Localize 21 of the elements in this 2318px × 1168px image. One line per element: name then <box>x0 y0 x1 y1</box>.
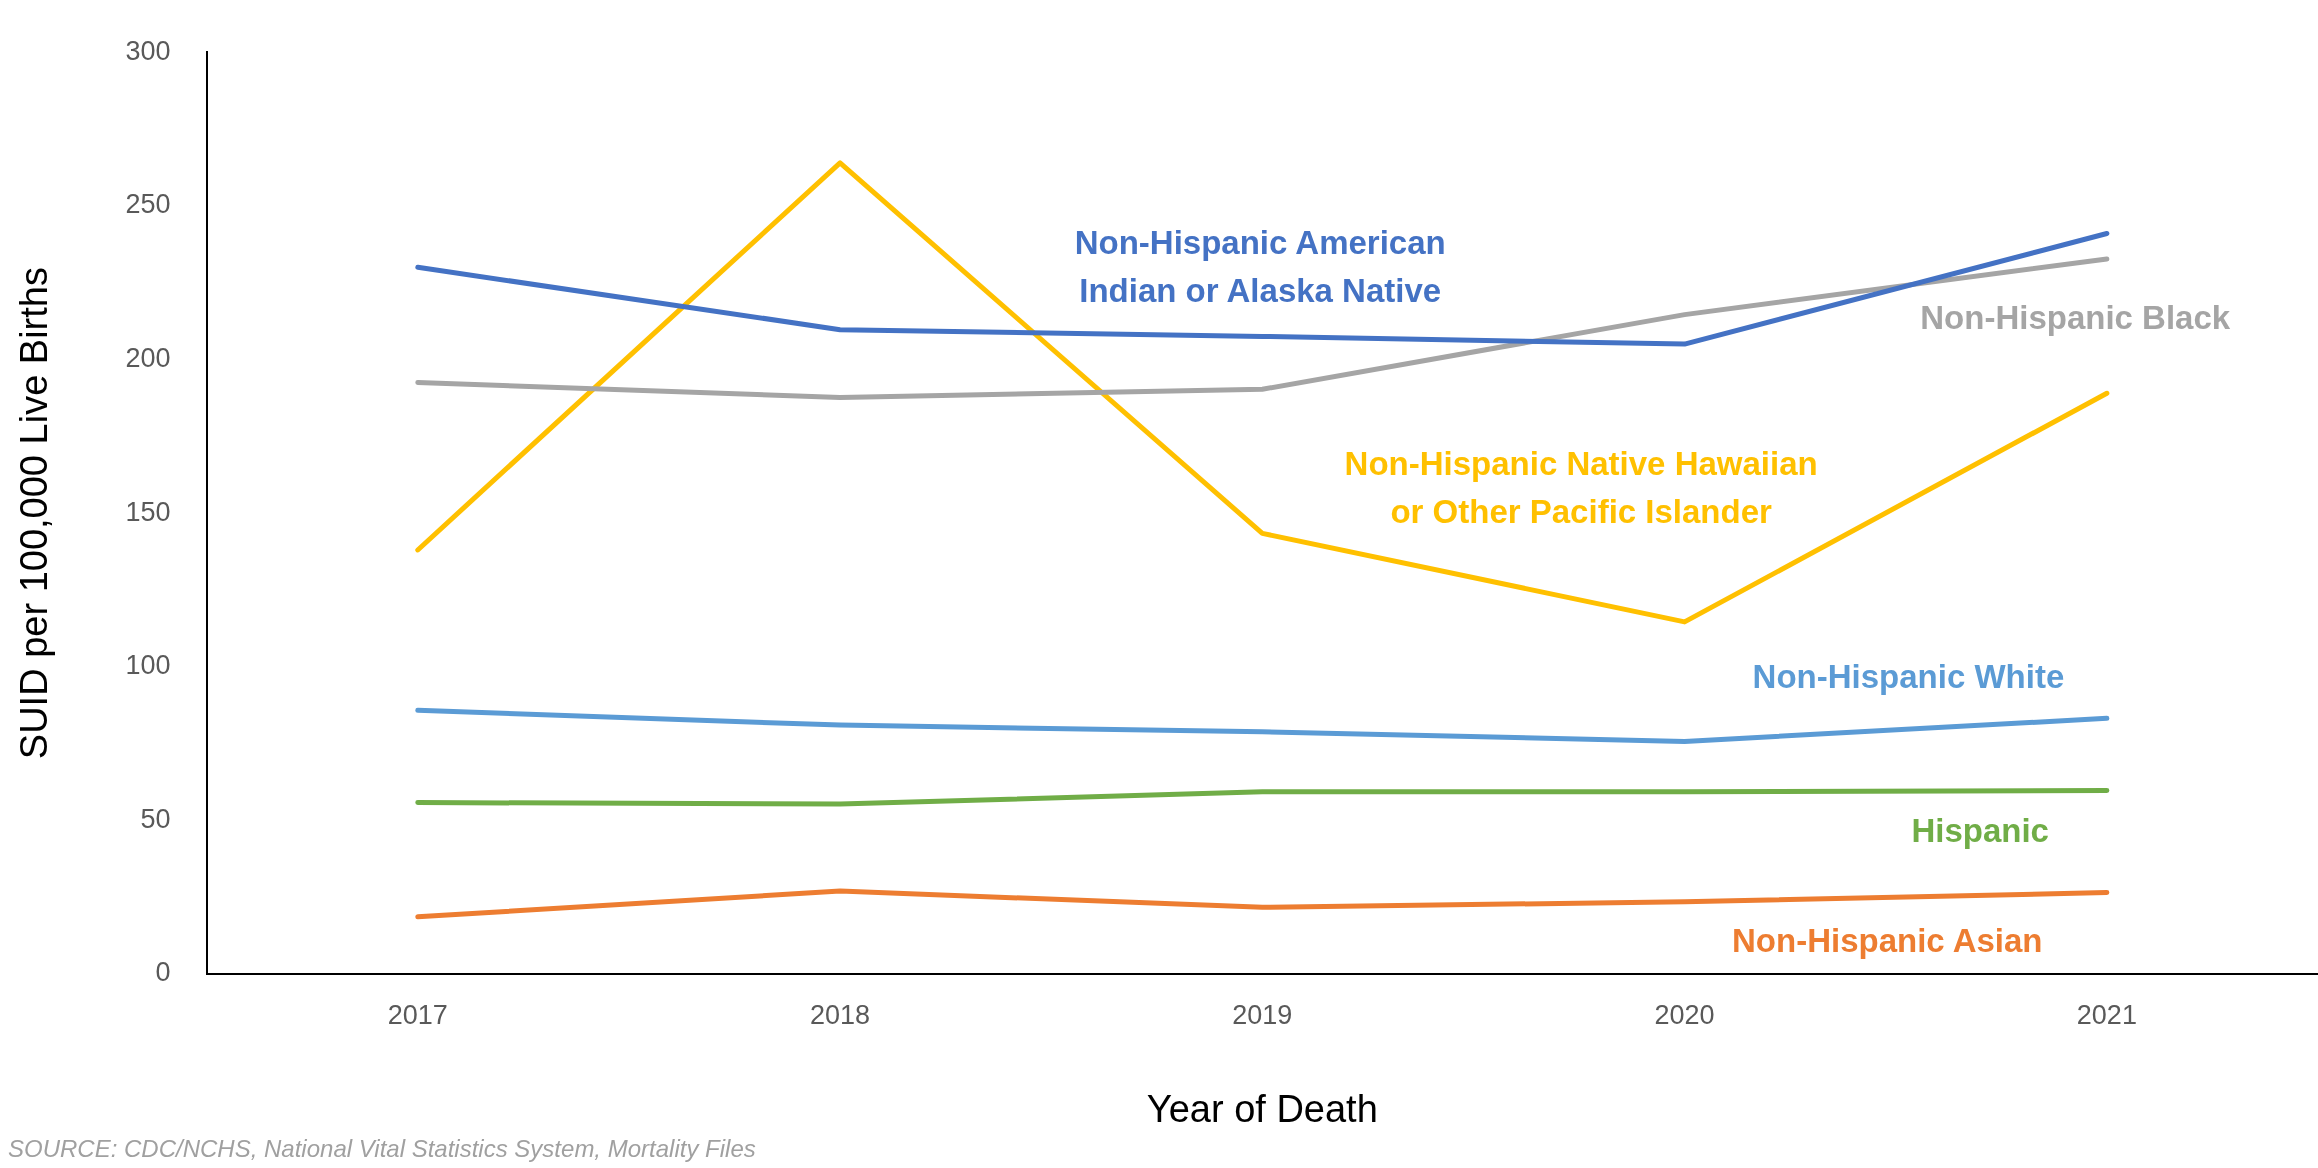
y-tick-label: 50 <box>140 803 171 834</box>
series-label: Non-Hispanic Black <box>1920 298 2231 336</box>
y-tick-label: 300 <box>125 35 171 66</box>
series-label: Non-Hispanic Asian <box>1732 921 2043 959</box>
source-note: SOURCE: CDC/NCHS, National Vital Statistics System, Mortality Files <box>8 1134 756 1162</box>
x-tick-label: 2018 <box>810 999 871 1030</box>
series-label: Hispanic <box>1911 812 2049 850</box>
x-axis-title: Year of Death <box>1146 1087 1378 1130</box>
x-tick-label: 2019 <box>1232 999 1293 1030</box>
y-tick-label: 150 <box>125 496 171 527</box>
y-tick-label: 0 <box>155 957 171 988</box>
x-tick-label: 2017 <box>387 999 448 1030</box>
x-tick-label: 2021 <box>2076 999 2137 1030</box>
y-tick-label: 100 <box>125 650 171 681</box>
series-label: Non-Hispanic Native Hawaiian or Other Pacific Islander <box>1344 445 1818 531</box>
y-tick-label: 200 <box>125 342 171 373</box>
series-label: Non-Hispanic American Indian or Alaska Native <box>1074 223 1446 309</box>
y-axis-title: SUID per 100,000 Live Births <box>13 267 56 760</box>
x-tick-label: 2020 <box>1654 999 1715 1030</box>
y-tick-label: 250 <box>125 189 171 220</box>
series-label: Non-Hispanic White <box>1752 658 2065 696</box>
